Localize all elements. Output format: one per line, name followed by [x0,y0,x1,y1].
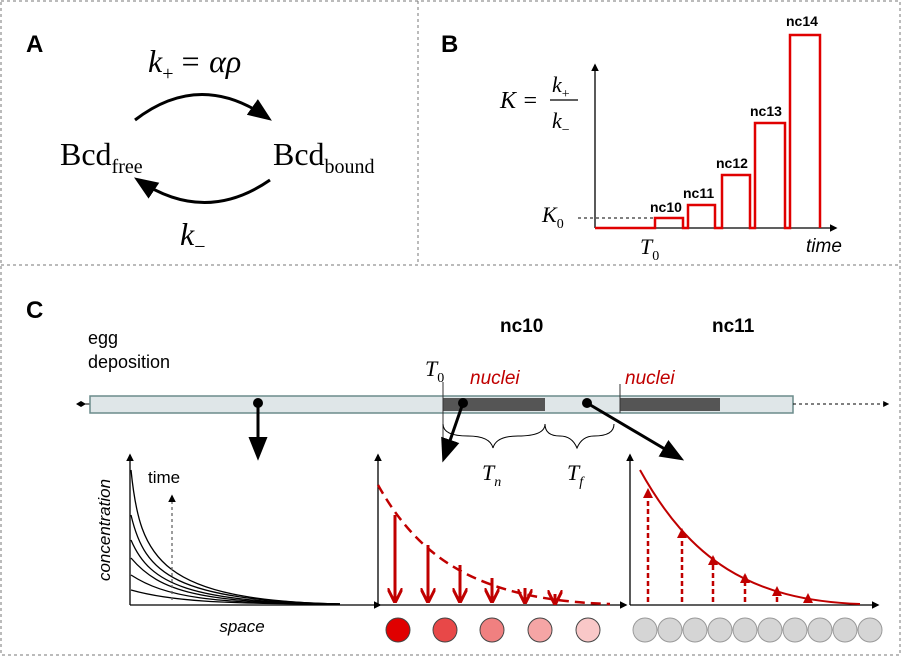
panel-label: B [441,31,458,58]
rate-on: k+ = αρ [148,43,241,85]
k-ratio: K = k+ k− [499,72,578,138]
decay-plot [126,453,382,609]
y-label: concentration [95,479,114,581]
t0: T0 [425,356,444,386]
x-label: time [806,236,842,257]
text-part: 0 [652,249,659,264]
arrow-unbind [134,177,271,204]
svg-text:k+: k+ [552,72,570,102]
panel-label: C [26,297,43,324]
nuclear-import-plot [374,453,628,643]
nuclei-label: nuclei [470,368,520,389]
text-part: − [562,123,570,138]
text-part: 0 [557,217,564,232]
text-part: T [640,234,654,259]
text-part: T [425,356,439,381]
cycle-label: nc13 [750,103,782,119]
text-part: + [562,87,570,102]
egg-label: deposition [88,352,170,372]
text-part: k [552,72,563,97]
timeline [76,382,890,463]
step-line [595,33,822,230]
text-part: T [567,460,581,485]
text-part: k [552,108,563,133]
cycle-label: nc14 [786,13,818,29]
x-label: space [219,617,264,636]
rate-off: k− [180,216,205,258]
text-part: bound [325,156,375,178]
egg-label: egg [88,328,118,348]
text-part: 0 [437,371,444,386]
tf: Tf [567,460,585,490]
bcd-free: Bcdfree [60,136,143,178]
text-part: k [180,216,195,252]
text-part: free [112,156,143,178]
cycle-label: nc11 [683,185,714,201]
k0: K0 [541,202,564,232]
text-part: n [494,475,501,490]
cycle-label: nc12 [716,155,748,171]
text-part: T [482,460,496,485]
text-part: K = [499,88,538,114]
text-part: = αρ [179,43,241,79]
nuclei-label: nuclei [625,368,675,389]
text-part: − [194,236,205,258]
arrow-bind [134,93,272,122]
panel-label: A [26,31,43,58]
text-part: f [579,475,585,490]
tn: Tn [482,460,501,490]
text-part: K [541,202,558,227]
text-part: k [148,43,163,79]
text-part: Bcd [273,136,325,172]
bcd-bound: Bcdbound [273,136,375,178]
text-part: + [162,63,173,85]
cycle-label: nc10 [500,316,543,337]
t0: T0 [640,234,659,264]
svg-text:k−: k− [552,108,570,138]
cycle-label: nc11 [712,316,755,337]
time-label: time [148,468,180,487]
export-plot [626,453,883,643]
cycle-label: nc10 [650,199,682,215]
text-part: Bcd [60,136,112,172]
